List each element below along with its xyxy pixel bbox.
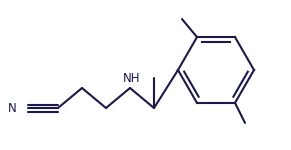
Text: NH: NH xyxy=(123,72,141,85)
Text: N: N xyxy=(8,102,16,114)
